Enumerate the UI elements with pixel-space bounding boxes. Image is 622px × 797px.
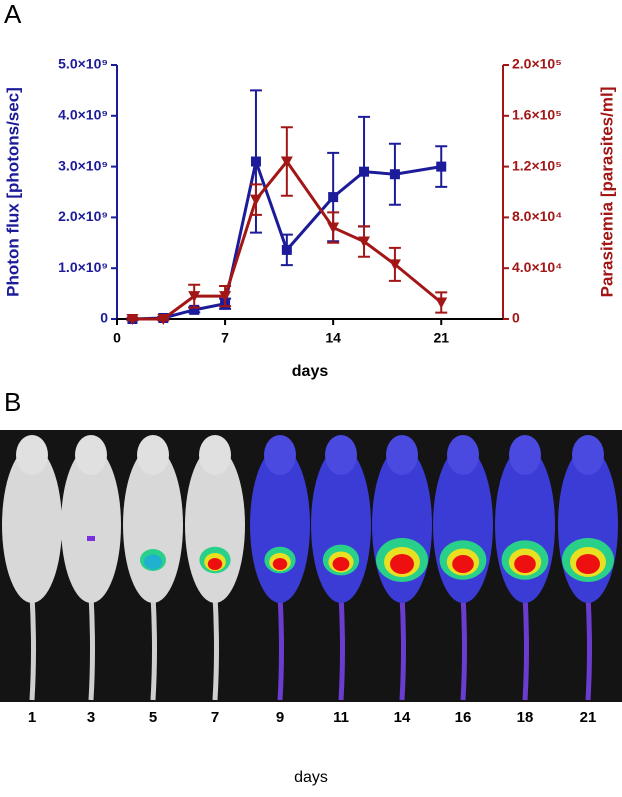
y2-tick-label: 8.0×10⁴: [512, 208, 562, 224]
day-label: 5: [149, 709, 157, 726]
day-label: 21: [580, 709, 597, 726]
mouse-head: [137, 435, 169, 475]
mouse-head: [16, 435, 48, 475]
marker: [219, 291, 232, 303]
y2-tick-label: 4.0×10⁴: [512, 259, 562, 275]
signal-core: [207, 558, 223, 570]
panel-label: B: [4, 387, 21, 417]
mouse-head: [572, 435, 604, 475]
marker: [126, 314, 139, 325]
day-label: 14: [394, 709, 411, 726]
x-axis-title: days: [292, 363, 329, 380]
y-tick-label: 5.0×10⁹: [58, 56, 108, 72]
marker: [358, 236, 371, 248]
marker: [189, 304, 200, 315]
mouse-head: [264, 435, 296, 475]
signal-spot: [87, 536, 95, 541]
y2-tick-label: 1.2×10⁵: [512, 157, 562, 173]
marker: [188, 291, 201, 303]
y2-tick-label: 2.0×10⁵: [512, 56, 562, 72]
day-label: 11: [333, 709, 349, 726]
y2-tick-label: 1.6×10⁵: [512, 107, 562, 123]
mouse-head: [447, 435, 479, 475]
mouse-tail: [29, 594, 36, 701]
x-tick-label: 14: [325, 330, 341, 346]
mouse-head: [509, 435, 541, 475]
mouse-body: [2, 447, 62, 603]
x-tick-label: 0: [113, 330, 121, 346]
marker: [249, 194, 262, 206]
x-tick-label: 7: [221, 330, 229, 346]
day-label: 7: [211, 709, 219, 726]
day-label: 18: [517, 709, 534, 726]
signal-core: [332, 557, 350, 571]
y-tick-label: 4.0×10⁹: [58, 107, 108, 123]
mouse-tail: [150, 594, 157, 701]
signal-core: [272, 558, 288, 570]
marker: [327, 222, 340, 234]
day-label: 9: [276, 709, 284, 726]
mouse-head: [199, 435, 231, 475]
mouse-tail: [522, 594, 529, 701]
y-tick-label: 3.0×10⁹: [58, 157, 108, 173]
y-tick-label: 2.0×10⁹: [58, 208, 108, 224]
mouse-tail: [277, 594, 284, 701]
mouse-body: [61, 447, 121, 603]
signal-mid: [144, 554, 162, 570]
y-tick-label: 1.0×10⁹: [58, 259, 108, 275]
marker: [389, 169, 400, 180]
mouse-tail: [212, 594, 219, 701]
signal-core: [390, 554, 414, 574]
mouse-head: [386, 435, 418, 475]
day-label: 3: [87, 709, 95, 726]
y2-tick-label: 0: [512, 310, 520, 326]
mouse-body: [250, 447, 310, 603]
imaging-axis-title: days: [294, 769, 328, 786]
mouse-tail: [399, 594, 406, 701]
series-line: [132, 159, 443, 321]
mouse-head: [75, 435, 107, 475]
marker: [388, 259, 401, 271]
marker: [250, 156, 261, 167]
marker: [328, 192, 339, 203]
panel-label: A: [4, 0, 22, 29]
signal-core: [514, 555, 536, 573]
signal-core: [452, 555, 474, 573]
marker: [157, 314, 170, 325]
marker: [281, 244, 292, 255]
day-label: 1: [28, 709, 36, 726]
mouse-tail: [88, 594, 95, 701]
y-tick-label: 0: [100, 310, 108, 326]
marker: [280, 156, 293, 168]
mouse-head: [325, 435, 357, 475]
mice: [2, 435, 618, 701]
day-label: 16: [455, 709, 472, 726]
x-tick-label: 21: [433, 330, 449, 346]
y-axis-title: Photon flux [photons/sec]: [3, 87, 22, 297]
y2-axis-title: Parasitemia [parasites/ml]: [597, 87, 616, 298]
mouse-tail: [338, 594, 345, 701]
signal-core: [576, 554, 600, 574]
mouse-tail: [460, 594, 467, 701]
marker: [435, 297, 448, 309]
marker: [359, 166, 370, 177]
mouse-body: [185, 447, 245, 603]
mouse-tail: [585, 594, 592, 701]
series-line: [132, 156, 442, 321]
mouse-body: [123, 447, 183, 603]
marker: [436, 161, 447, 172]
